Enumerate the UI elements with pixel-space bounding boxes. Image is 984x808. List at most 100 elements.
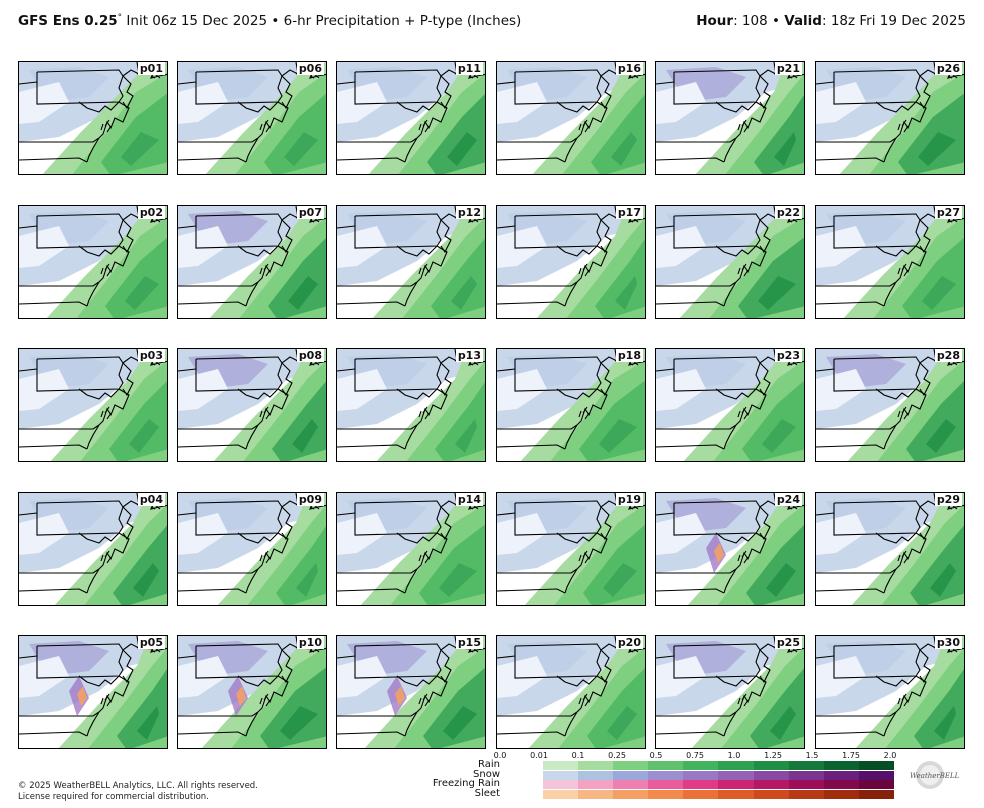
legend-swatch [788,770,824,780]
legend-swatch [578,789,614,799]
legend-swatch [718,770,754,780]
member-map [816,349,964,461]
legend-swatch [718,789,754,799]
legend-row-label: Rain [478,759,500,770]
member-label: p12 [455,206,483,219]
member-map [497,493,645,605]
legend-swatch [788,789,824,799]
legend-swatch [753,770,789,780]
member-panel-p30: p30 [815,635,965,749]
legend-row-label: Sleet [474,787,500,799]
member-panel-p21: p21 [655,61,805,175]
member-panel-p07: p07 [177,205,327,319]
legend-color-bar [543,789,894,799]
member-panel-p01: p01 [18,61,168,175]
member-panel-p17: p17 [496,205,646,319]
legend-tick: 1.0 [727,751,741,760]
legend-color-bar [543,780,894,789]
legend-swatch [648,780,684,789]
member-map [656,349,804,461]
legend-swatch [858,761,894,770]
member-label: p25 [774,636,802,649]
legend-swatch [543,770,579,780]
legend-tick: 2.0 [883,751,897,760]
legend-swatch [683,780,719,789]
legend-tick: 0.75 [686,751,704,760]
copyright-line-2: License required for commercial distribu… [18,792,209,802]
legend-swatch [543,780,579,789]
member-panel-p28: p28 [815,348,965,462]
logo-text: WeatherBELL [910,772,960,780]
legend-swatch [683,789,719,799]
member-map [19,62,167,174]
member-label: p24 [774,493,802,506]
legend-swatch [613,780,649,789]
valid-value: : 18z Fri 19 Dec 2025 [821,13,966,29]
member-panel-p14: p14 [336,492,486,606]
legend-swatch [718,780,754,789]
legend-swatch [648,761,684,770]
member-label: p03 [137,349,165,362]
legend-tick: 0.01 [530,751,548,760]
member-label: p16 [615,62,643,75]
member-label: p14 [455,493,483,506]
member-panel-p16: p16 [496,61,646,175]
logo-graphic: WeatherBELL [910,761,960,789]
member-panel-p27: p27 [815,205,965,319]
header-title: GFS Ens 0.25° Init 06z 15 Dec 2025 • 6-h… [18,13,521,29]
legend-tick: 1.75 [842,751,860,760]
member-panel-p25: p25 [655,635,805,749]
degree-symbol: ° [117,13,123,23]
legend-tick: 1.25 [764,751,782,760]
member-map [337,206,485,318]
valid-label: Valid [784,13,822,29]
member-map [178,636,326,748]
member-panel-p13: p13 [336,348,486,462]
legend-tick: 0.0 [493,751,507,760]
member-panel-p02: p02 [18,205,168,319]
member-panel-p08: p08 [177,348,327,462]
legend-color-bar [543,770,894,780]
member-label: p01 [137,62,165,75]
member-label: p29 [934,493,962,506]
legend-swatch [823,780,859,789]
member-map [656,206,804,318]
member-map [337,349,485,461]
hour-label: Hour [696,13,734,29]
legend-swatch [823,761,859,770]
member-label: p20 [615,636,643,649]
member-map [19,493,167,605]
member-label: p22 [774,206,802,219]
member-panel-p12: p12 [336,205,486,319]
legend-swatch [648,789,684,799]
legend-swatch [788,761,824,770]
member-panel-p06: p06 [177,61,327,175]
member-map [178,206,326,318]
member-map [816,493,964,605]
member-label: p21 [774,62,802,75]
member-label: p05 [137,636,165,649]
member-map [337,493,485,605]
member-map [19,206,167,318]
copyright: © 2025 WeatherBELL Analytics, LLC. All r… [18,781,258,803]
legend-color-bar [543,761,894,770]
copyright-line-1: © 2025 WeatherBELL Analytics, LLC. All r… [18,781,258,791]
legend-swatch [613,789,649,799]
member-map [337,62,485,174]
legend-swatch [753,761,789,770]
header-valid: Hour: 108 • Valid: 18z Fri 19 Dec 2025 [696,13,966,29]
legend-ticks: 0.0 0.01 0.1 0.25 0.5 0.75 1.0 1.25 1.5 1.75 2.0 [494,751,900,761]
legend-swatch [858,780,894,789]
member-label: p18 [615,349,643,362]
member-map [816,206,964,318]
member-panel-p03: p03 [18,348,168,462]
legend-swatch [753,789,789,799]
legend-swatch [788,780,824,789]
legend-tick: 1.5 [805,751,819,760]
member-panel-p24: p24 [655,492,805,606]
member-map [178,349,326,461]
legend-swatch [683,761,719,770]
member-label: p26 [934,62,962,75]
member-map [656,62,804,174]
member-panel-p11: p11 [336,61,486,175]
